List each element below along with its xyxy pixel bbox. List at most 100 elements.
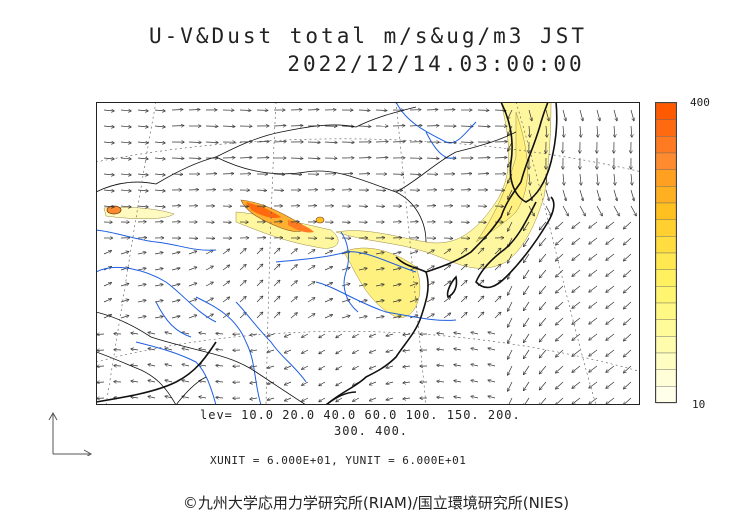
wind-vector-arrow [488, 332, 496, 334]
wind-vector-arrow [256, 264, 263, 271]
wind-vector-arrow [131, 381, 139, 382]
wind-vector-arrow [137, 284, 146, 286]
wind-vector-arrow [624, 397, 632, 405]
wind-vector-arrow [285, 333, 292, 337]
wind-vector-arrow [250, 398, 258, 399]
wind-vector-arrow [182, 332, 190, 334]
wind-vector-arrow [508, 205, 513, 215]
wind-vector-arrow [188, 315, 197, 319]
wind-vector-arrow [154, 190, 165, 191]
wind-vector-arrow [375, 284, 384, 286]
wind-vector-arrow [606, 317, 615, 324]
wind-vector-arrow [273, 174, 285, 175]
wind-vector-arrow [165, 348, 173, 350]
wind-vector-arrow [358, 284, 367, 286]
wind-vector-arrow [307, 298, 315, 303]
wind-vector-arrow [182, 364, 190, 366]
wind-vector-arrow [319, 349, 326, 354]
wind-vector-arrow [409, 283, 418, 287]
wind-vector-arrow [239, 297, 246, 303]
wind-vector-arrow [524, 365, 530, 374]
wind-vector-arrow [267, 398, 275, 400]
wind-vector-arrow [324, 142, 337, 143]
wind-vector-arrow [403, 334, 411, 335]
colorbar-band [655, 152, 677, 170]
wind-vector-arrow [375, 142, 388, 143]
colorbar-band [655, 186, 677, 204]
wind-vector-arrow [471, 332, 479, 334]
colorbar-band [655, 169, 677, 187]
chart-timestamp: 2022/12/14.03:00:00 [287, 52, 585, 76]
wind-vector-arrow [120, 158, 131, 159]
wind-vector-arrow [589, 237, 598, 244]
wind-vector-arrow [606, 333, 615, 340]
wind-vector-arrow [580, 173, 581, 185]
wind-vector-arrow [154, 174, 165, 175]
wind-vector-arrow [290, 249, 297, 255]
wind-vector-arrow [540, 333, 547, 342]
wind-vector-arrow [171, 268, 180, 270]
wind-vector-arrow [508, 333, 513, 343]
wind-vector-arrow [307, 250, 315, 255]
wind-vector-arrow [477, 126, 490, 127]
wind-vector-arrow [572, 237, 581, 244]
wind-vector-arrow [454, 365, 462, 366]
wind-vector-arrow [188, 158, 201, 159]
colorbar-max-label: 400 [690, 96, 710, 109]
wind-vector-arrow [630, 205, 636, 216]
wind-vector-arrow [137, 316, 146, 318]
wind-vector-arrow [154, 158, 165, 159]
wind-vector-arrow [556, 365, 564, 373]
wind-vector-arrow [182, 380, 190, 382]
wind-vector-arrow [137, 110, 148, 111]
wind-vector-arrow [341, 284, 350, 287]
wind-vector-arrow [624, 317, 632, 325]
wind-vector-arrow [556, 317, 564, 325]
wind-vector-arrow [426, 314, 434, 319]
wind-vector-arrow [545, 189, 549, 201]
wind-vector-arrow [556, 397, 564, 405]
wind-vector-arrow [589, 349, 598, 356]
wind-vector-arrow [358, 158, 371, 159]
wind-vector-arrow [392, 316, 401, 318]
wind-vector-arrow [375, 316, 384, 318]
wind-vector-arrow [358, 110, 370, 111]
wind-vector-arrow [613, 109, 617, 121]
wind-vector-arrow [154, 126, 165, 127]
borders [96, 106, 517, 405]
wind-vector-arrow [579, 189, 583, 201]
colorbar-band [655, 352, 677, 370]
wind-vector-arrow [437, 365, 445, 366]
wind-vector-arrow [290, 313, 297, 319]
wind-vector-arrow [120, 110, 131, 111]
wind-vector-arrow [589, 253, 598, 260]
wind-vector-arrow [631, 173, 632, 185]
wind-vector-arrow [97, 350, 105, 351]
wind-vector-arrow [589, 317, 598, 324]
wind-vector-arrow [222, 297, 229, 303]
wind-vector-arrow [556, 269, 564, 277]
wind-vector-arrow [353, 397, 360, 401]
wind-vector-arrow [290, 265, 297, 271]
wind-vector-arrow [97, 366, 105, 367]
wind-vector-arrow [508, 381, 513, 391]
wind-vector-arrow [324, 315, 332, 319]
wind-vector-arrow [154, 206, 165, 207]
wind-vector-arrow [137, 126, 148, 127]
wind-vector-arrow [370, 381, 377, 385]
wind-vector-arrow [589, 301, 598, 308]
contour-levels-line1: lev= 10.0 20.0 40.0 60.0 100. 150. 200. [200, 408, 521, 422]
wind-vector-arrow [199, 381, 207, 382]
wind-vector-arrow [403, 398, 411, 399]
wind-vector-arrow [403, 382, 411, 383]
colorbar-min-label: 10 [692, 398, 706, 411]
wind-vector-arrow [524, 381, 530, 390]
wind-vector-arrow [540, 269, 547, 278]
wind-vector-arrow [556, 221, 564, 229]
wind-vector-arrow [273, 142, 286, 143]
wind-vector-arrow [540, 317, 547, 326]
colorbar-band [655, 336, 677, 354]
wind-vector-arrow [250, 350, 258, 351]
wind-vector-arrow [409, 125, 422, 126]
wind-vector-arrow [370, 365, 377, 369]
